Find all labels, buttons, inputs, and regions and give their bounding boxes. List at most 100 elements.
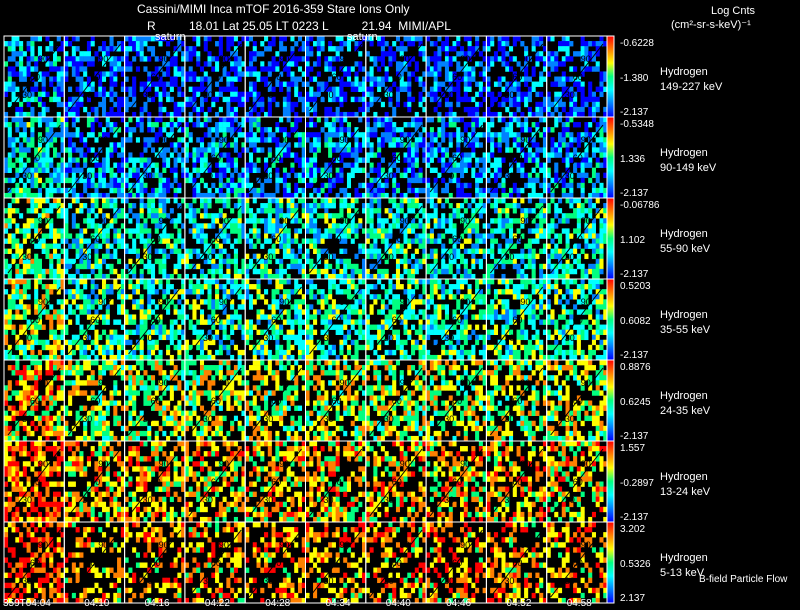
heatmap-cell xyxy=(15,51,20,57)
heatmap-cell xyxy=(124,51,129,57)
heatmap-cell xyxy=(196,172,201,179)
heatmap-cell xyxy=(83,218,88,224)
heatmap-cell xyxy=(211,182,216,189)
heatmap-cell xyxy=(41,152,46,158)
heatmap-cell xyxy=(290,238,295,244)
heatmap-cell xyxy=(117,192,122,199)
heatmap-cell xyxy=(346,233,352,239)
heatmap-cell xyxy=(267,258,272,265)
heatmap-cell xyxy=(399,71,404,77)
heatmap-cell xyxy=(328,152,333,158)
heatmap-cell xyxy=(505,51,510,57)
heatmap-cell xyxy=(233,258,238,265)
heatmap-cell xyxy=(558,152,563,158)
heatmap-cell xyxy=(52,309,58,315)
heatmap-cell xyxy=(535,101,540,108)
heatmap-cell xyxy=(373,117,378,123)
heatmap-cell xyxy=(4,223,9,229)
heatmap-cell xyxy=(7,299,12,305)
heatmap-cell xyxy=(531,81,536,87)
heatmap-cell xyxy=(109,284,114,290)
heatmap-cell xyxy=(350,167,355,173)
heatmap-cell xyxy=(343,258,348,265)
heatmap-cell xyxy=(49,354,54,361)
heatmap-cell xyxy=(599,86,604,92)
heatmap-cell xyxy=(203,76,208,82)
heatmap-cell xyxy=(192,51,197,57)
heatmap-cell xyxy=(83,309,88,315)
heatmap-cell xyxy=(286,238,291,244)
heatmap-cell xyxy=(482,238,487,244)
heatmap-cell xyxy=(237,101,242,108)
heatmap-cell xyxy=(139,122,144,128)
heatmap-cell xyxy=(490,122,495,128)
heatmap-cell xyxy=(384,268,389,275)
heatmap-cell xyxy=(19,66,24,72)
heatmap-cell xyxy=(86,177,91,184)
heatmap-cell xyxy=(509,127,514,133)
heatmap-cell xyxy=(279,86,284,92)
heatmap-cell xyxy=(245,147,250,153)
heatmap-cell xyxy=(486,167,491,173)
heatmap-cell xyxy=(463,76,468,82)
heatmap-cell xyxy=(365,101,370,108)
heatmap-cell xyxy=(222,198,227,204)
heatmap-cell xyxy=(339,46,344,52)
heatmap-cell xyxy=(339,101,344,108)
heatmap-cell xyxy=(150,203,156,209)
heatmap-cell xyxy=(305,248,310,254)
heatmap-cell xyxy=(90,218,95,224)
heatmap-cell xyxy=(260,208,265,214)
heatmap-cell xyxy=(524,172,529,179)
heatmap-cell xyxy=(365,203,370,209)
heatmap-cell xyxy=(226,187,231,194)
heatmap-cell xyxy=(505,218,510,224)
heatmap-cell xyxy=(86,208,91,214)
heatmap-cell xyxy=(169,233,174,239)
heatmap-cell xyxy=(7,142,12,148)
heatmap-cell xyxy=(380,76,385,82)
heatmap-cell xyxy=(373,228,378,234)
heatmap-cell xyxy=(305,61,310,67)
heatmap-cell xyxy=(173,177,178,184)
heatmap-cell xyxy=(162,258,167,265)
heatmap-cell xyxy=(75,157,80,163)
heatmap-cell xyxy=(558,81,563,87)
heatmap-cell xyxy=(128,314,133,320)
heatmap-cell xyxy=(192,36,197,42)
heatmap-cell xyxy=(169,324,174,330)
heatmap-cell xyxy=(162,294,167,300)
heatmap-cell xyxy=(512,86,517,92)
heatmap-cell xyxy=(166,51,171,57)
heatmap-cell xyxy=(516,137,521,143)
heatmap-cell xyxy=(550,228,555,234)
heatmap-cell xyxy=(22,137,27,143)
heatmap-cell xyxy=(117,273,122,280)
heatmap-cell xyxy=(147,213,152,219)
heatmap-cell xyxy=(19,213,24,219)
heatmap-cell xyxy=(331,66,336,72)
heatmap-cell xyxy=(456,147,461,153)
heatmap-cell xyxy=(520,198,525,204)
heatmap-cell xyxy=(105,319,110,325)
heatmap-cell xyxy=(256,147,261,153)
heatmap-cell xyxy=(316,273,321,280)
heatmap-cell xyxy=(362,96,367,103)
heatmap-cell xyxy=(101,198,107,204)
heatmap-cell xyxy=(11,152,16,158)
heatmap-cell xyxy=(128,46,133,52)
heatmap-cell xyxy=(456,117,461,123)
heatmap-cell xyxy=(599,137,604,143)
heatmap-cell xyxy=(271,273,276,280)
heatmap-cell xyxy=(501,228,506,234)
heatmap-cell xyxy=(399,273,404,280)
heatmap-cell xyxy=(411,122,416,128)
heatmap-cell xyxy=(603,106,608,113)
heatmap-cell xyxy=(320,187,325,194)
heatmap-cell xyxy=(497,137,502,143)
heatmap-cell xyxy=(158,299,163,305)
heatmap-cell xyxy=(569,248,574,254)
heatmap-cell xyxy=(471,253,476,260)
heatmap-cell xyxy=(79,294,84,300)
heatmap-cell xyxy=(448,56,453,62)
